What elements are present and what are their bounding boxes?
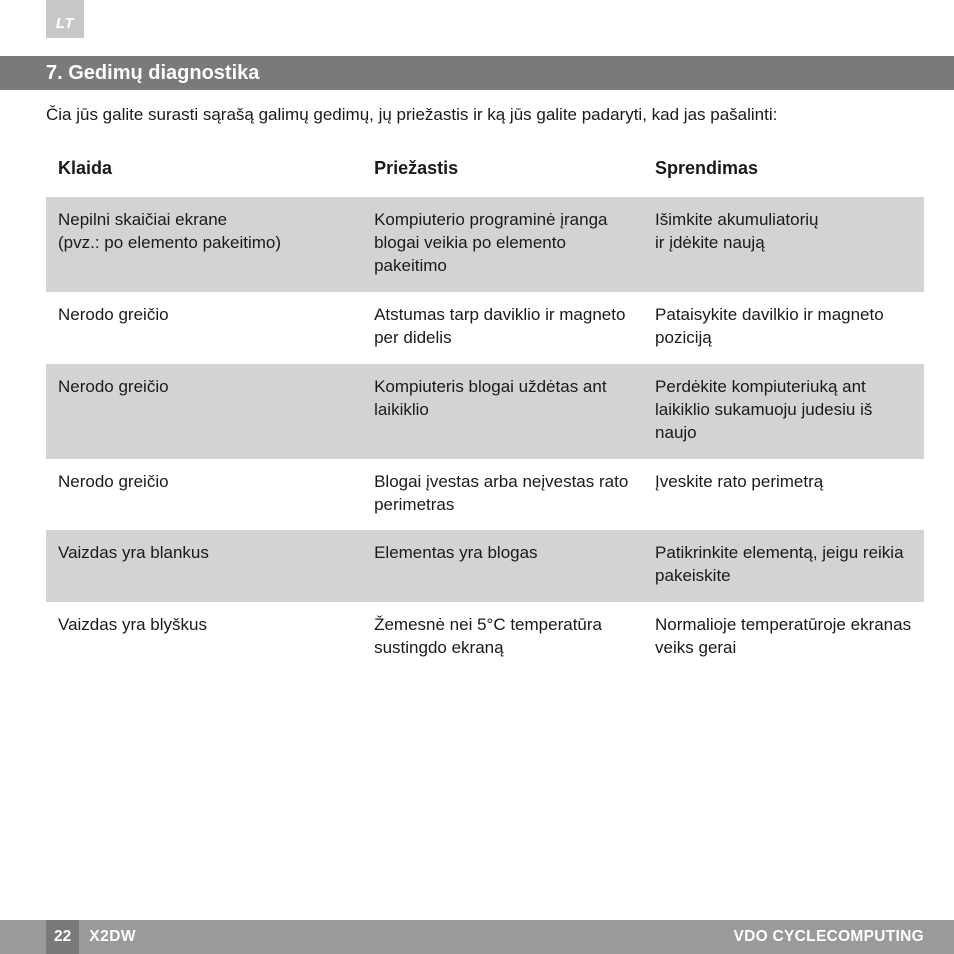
footer-brand: VDO CYCLECOMPUTING (733, 920, 924, 954)
page-number: 22 (46, 920, 79, 954)
table-cell: Išimkite akumuliatoriųir įdėkite naują (643, 197, 924, 292)
table-cell: Atstumas tarp daviklio ir magneto per di… (362, 292, 643, 364)
language-tag-text: LT (56, 15, 74, 32)
col-header-cause: Priežastis (362, 156, 643, 197)
col-header-solution: Sprendimas (643, 156, 924, 197)
table-cell: Patikrinkite elementą, jeigu reikia pake… (643, 530, 924, 602)
table-cell: Normalioje temperatūroje ekranas veiks g… (643, 602, 924, 674)
language-tag: LT (46, 0, 84, 38)
section-header-bar: 7. Gedimų diagnostika (0, 56, 954, 90)
table-cell: Nerodo greičio (46, 459, 362, 531)
table-cell: Elementas yra blogas (362, 530, 643, 602)
table-row: Vaizdas yra blyškusŽemesnė nei 5°C tempe… (46, 602, 924, 674)
table-row: Nepilni skaičiai ekrane(pvz.: po element… (46, 197, 924, 292)
table-row: Nerodo greičioKompiuteris blogai uždėtas… (46, 364, 924, 459)
table-cell: Blogai įvestas arba neįvestas rato perim… (362, 459, 643, 531)
table-header-row: Klaida Priežastis Sprendimas (46, 156, 924, 197)
table-cell: Įveskite rato perimetrą (643, 459, 924, 531)
table-cell: Nerodo greičio (46, 364, 362, 459)
table-cell: Nepilni skaičiai ekrane(pvz.: po element… (46, 197, 362, 292)
table-cell: Pataisykite davilkio ir magneto poziciją (643, 292, 924, 364)
table-cell: Perdėkite kompiuteriuką ant laikiklio su… (643, 364, 924, 459)
table-row: Nerodo greičioAtstumas tarp daviklio ir … (46, 292, 924, 364)
table-cell: Kompiuteris blogai uždėtas ant laikiklio (362, 364, 643, 459)
table-cell: Kompiuterio programinė įranga blogai vei… (362, 197, 643, 292)
table-cell: Vaizdas yra blankus (46, 530, 362, 602)
page-content: Čia jūs galite surasti sąrašą galimų ged… (46, 104, 924, 674)
intro-text: Čia jūs galite surasti sąrašą galimų ged… (46, 104, 924, 126)
footer-bar: 22 X2DW VDO CYCLECOMPUTING (0, 920, 954, 954)
table-cell: Nerodo greičio (46, 292, 362, 364)
footer-model: X2DW (79, 920, 136, 954)
table-cell: Vaizdas yra blyškus (46, 602, 362, 674)
table-row: Nerodo greičioBlogai įvestas arba neįves… (46, 459, 924, 531)
troubleshooting-table: Klaida Priežastis Sprendimas Nepilni ska… (46, 156, 924, 674)
col-header-error: Klaida (46, 156, 362, 197)
table-row: Vaizdas yra blankusElementas yra blogasP… (46, 530, 924, 602)
table-cell: Žemesnė nei 5°C temperatūra sustingdo ek… (362, 602, 643, 674)
section-title: 7. Gedimų diagnostika (46, 62, 259, 85)
footer-left: 22 X2DW (46, 920, 136, 954)
